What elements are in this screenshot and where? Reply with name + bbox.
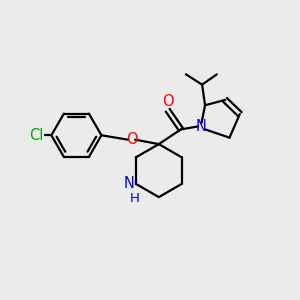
Text: H: H [130,192,139,205]
Text: O: O [126,132,137,147]
Text: Cl: Cl [30,128,44,143]
Text: N: N [124,176,134,191]
Text: N: N [196,119,207,134]
Text: O: O [162,94,173,109]
